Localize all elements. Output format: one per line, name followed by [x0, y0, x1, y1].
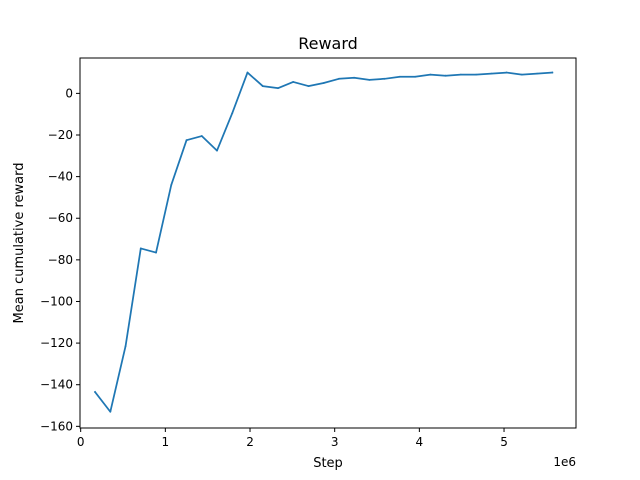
- y-tick-label: −160: [40, 419, 73, 433]
- data-point: [109, 410, 112, 413]
- data-point: [261, 85, 264, 87]
- data-point: [231, 112, 234, 115]
- y-tick-label: −80: [48, 253, 73, 267]
- data-point: [368, 78, 371, 81]
- data-point: [307, 85, 310, 87]
- y-tick-label: 0: [65, 86, 73, 100]
- x-tick-label: 2: [246, 435, 254, 449]
- data-point: [139, 247, 142, 250]
- y-tick-label: −20: [48, 128, 73, 142]
- data-point: [338, 77, 340, 80]
- data-point: [94, 391, 96, 393]
- y-axis: 0 −20 −40 −60 −80 −100 −120 −140 −160: [40, 86, 80, 433]
- data-point: [155, 251, 157, 254]
- x-tick-label: 5: [500, 435, 508, 449]
- x-axis-label: Step: [313, 456, 343, 471]
- x-tick-label: 0: [77, 435, 85, 449]
- data-point: [124, 345, 127, 348]
- data-point: [170, 184, 173, 186]
- axes-frame: [79, 57, 577, 429]
- plot-background: [80, 58, 576, 428]
- y-tick-label: −120: [40, 336, 73, 350]
- data-point: [414, 75, 417, 78]
- series-layer: [93, 71, 554, 413]
- x-tick-label: 1: [162, 435, 170, 449]
- data-point: [246, 71, 249, 74]
- data-point: [277, 87, 279, 90]
- y-tick-label: −140: [40, 378, 73, 392]
- data-point: [185, 139, 188, 142]
- y-tick-label: −40: [48, 170, 73, 184]
- data-point: [505, 71, 508, 74]
- x-tick-label: 3: [331, 435, 339, 449]
- data-point: [520, 73, 523, 76]
- data-point: [353, 76, 356, 79]
- data-point: [216, 149, 218, 152]
- data-point: [322, 82, 325, 84]
- y-axis-label: Mean cumulative reward: [12, 163, 27, 324]
- data-point: [459, 73, 462, 76]
- x-axis-offset-label: 1e6: [553, 455, 576, 469]
- data-point: [475, 73, 477, 76]
- data-point: [398, 75, 401, 78]
- data-point: [429, 73, 432, 76]
- data-point: [383, 77, 386, 80]
- plot-area: [79, 57, 577, 429]
- chart-title: Reward: [298, 34, 358, 53]
- x-axis: 0 1 2 3 4 5: [77, 428, 508, 449]
- data-point: [444, 74, 447, 77]
- data-point: [490, 72, 493, 75]
- data-point: [536, 72, 538, 75]
- x-tick-label: 4: [416, 435, 424, 449]
- data-point: [200, 135, 203, 137]
- data-point: [292, 81, 295, 83]
- y-tick-label: −60: [48, 211, 73, 225]
- y-tick-label: −100: [40, 294, 73, 308]
- data-point: [551, 71, 554, 74]
